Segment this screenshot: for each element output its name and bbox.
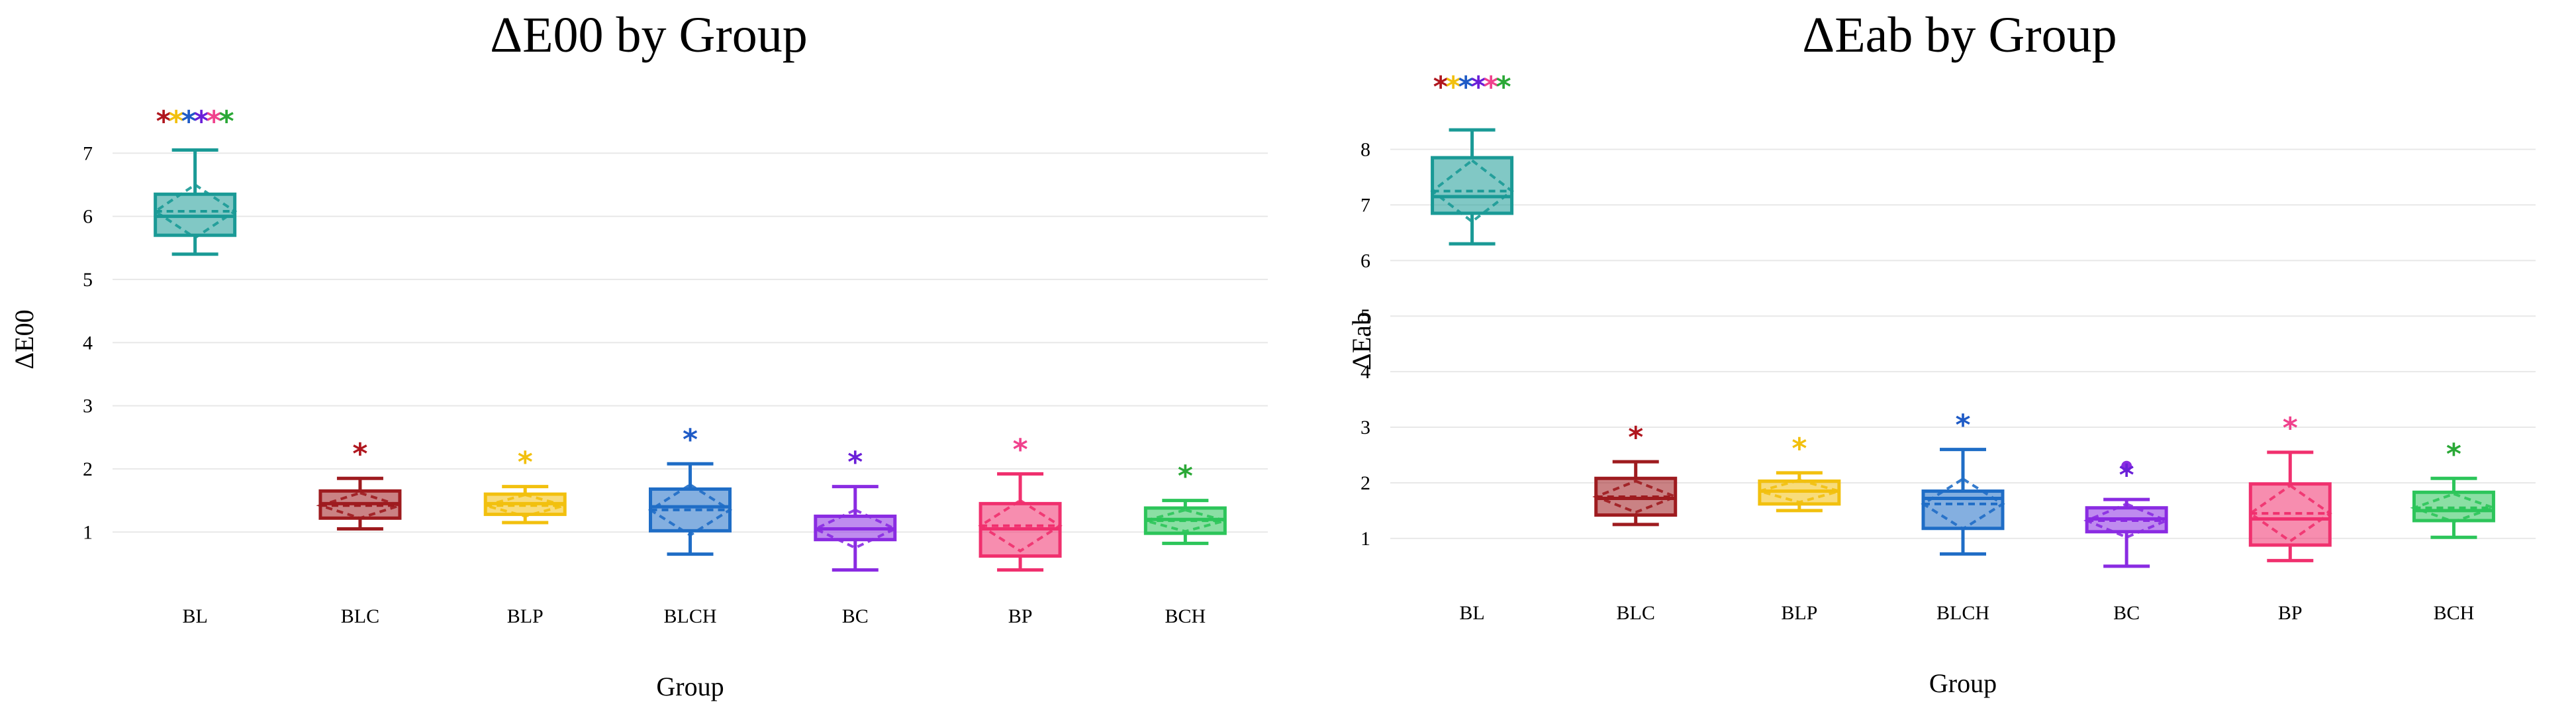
x-tick-label: BCH <box>2434 602 2475 624</box>
x-tick-label: BLC <box>341 605 379 627</box>
y-tick-label: 7 <box>1360 194 1370 216</box>
significance-star: * <box>2283 411 2298 445</box>
significance-star: * <box>1791 432 1807 466</box>
y-tick-label: 2 <box>83 458 93 480</box>
significance-star: * <box>1433 70 1449 104</box>
y-tick-label: 4 <box>83 332 93 354</box>
box-bl: ****** <box>1430 70 1514 246</box>
mean-sd-diamond <box>1592 480 1680 514</box>
box-bch: * <box>1140 460 1231 545</box>
x-tick-label: BC <box>2113 602 2140 624</box>
y-tick-label: 1 <box>1360 528 1370 550</box>
significance-star: * <box>1471 70 1486 104</box>
box-bp: * <box>978 433 1063 572</box>
significance-star: * <box>1458 70 1474 104</box>
significance-star: * <box>352 437 367 471</box>
significance-star: * <box>194 105 209 138</box>
significance-star: * <box>1628 421 1643 454</box>
box-blc: * <box>316 437 405 531</box>
mean-sd-diamond <box>316 491 405 520</box>
x-tick-label: BL <box>1459 602 1484 624</box>
box-bch: * <box>2410 437 2498 539</box>
y-tick-label: 3 <box>1360 417 1370 438</box>
mean-sd-diamond <box>1754 478 1844 504</box>
significance-star: * <box>1496 70 1511 104</box>
y-tick-label: 7 <box>83 142 93 164</box>
chart-panel-delta-e00: ΔE00 by Group ΔE00 Group 1 2 3 4 5 6 7 BL BLC BLP BLC… <box>9 7 1268 701</box>
significance-star: * <box>207 105 222 138</box>
chart-panel-delta-eab: ΔEab by Group ΔEab Group 1 2 3 4 5 6 7 8 BL BLC BLP BL… <box>1347 7 2536 698</box>
significance-star: * <box>219 105 234 138</box>
box-bc: * <box>812 446 898 572</box>
y-tick-label: 5 <box>83 269 93 291</box>
significance-star: * <box>2446 437 2461 471</box>
outlier-point <box>2121 460 2132 472</box>
significance-star: * <box>1955 409 1970 442</box>
chart-title: ΔE00 by Group <box>490 7 808 63</box>
chart-title: ΔEab by Group <box>1802 7 2117 63</box>
x-tick-label: BLP <box>1781 602 1817 624</box>
box-bl: ****** <box>153 105 238 256</box>
significance-star: * <box>847 446 863 480</box>
significance-star: * <box>518 446 533 480</box>
y-axis-label: ΔE00 <box>9 309 39 369</box>
box-bc: * <box>2083 458 2170 568</box>
box-blch: * <box>647 423 733 556</box>
mean-sd-diamond <box>978 499 1063 553</box>
x-tick-label: BP <box>2278 602 2303 624</box>
y-tick-label: 8 <box>1360 139 1370 161</box>
y-tick-label: 6 <box>1360 250 1370 272</box>
y-tick-label: 6 <box>83 206 93 228</box>
mean-sd-diamond <box>480 493 570 518</box>
significance-star: * <box>1013 433 1028 467</box>
x-tick-label: BP <box>1008 605 1033 627</box>
box-blch: * <box>1921 409 2005 556</box>
x-tick-label: BLC <box>1617 602 1655 624</box>
x-axis-label: Group <box>656 672 724 701</box>
y-tick-label: 1 <box>83 521 93 543</box>
y-tick-label: 2 <box>1360 472 1370 494</box>
x-tick-label: BLCH <box>663 605 716 627</box>
y-tick-label: 3 <box>83 395 93 417</box>
x-tick-label: BC <box>842 605 869 627</box>
significance-star: * <box>2119 458 2134 492</box>
mean-sd-diamond <box>647 483 733 537</box>
significance-star: * <box>156 105 171 138</box>
mean-sd-diamond <box>2410 492 2498 523</box>
x-tick-label: BCH <box>1165 605 1206 627</box>
x-axis-label: Group <box>1929 668 1997 698</box>
mean-sd-diamond <box>2248 484 2332 543</box>
mean-sd-diamond <box>1140 508 1231 533</box>
significance-star: * <box>181 105 197 138</box>
iqr-box <box>1431 156 1514 215</box>
mean-sd-diamond <box>1921 477 2005 531</box>
box-bp: * <box>2248 411 2332 562</box>
box-blp: * <box>1754 432 1844 513</box>
significance-star: * <box>1178 460 1193 493</box>
y-tick-label: 4 <box>1360 361 1370 383</box>
box-blc: * <box>1592 421 1680 527</box>
y-axis-label: ΔEab <box>1347 312 1376 370</box>
box-blp: * <box>480 446 570 525</box>
x-tick-label: BL <box>182 605 207 627</box>
x-tick-label: BLP <box>507 605 544 627</box>
iqr-box <box>2412 490 2495 523</box>
y-tick-label: 5 <box>1360 305 1370 327</box>
significance-star: * <box>683 423 698 456</box>
mean-sd-diamond <box>812 508 898 550</box>
significance-star: * <box>1446 70 1461 104</box>
mean-sd-diamond <box>2083 502 2170 539</box>
mean-sd-diamond <box>153 183 238 240</box>
significance-star: * <box>1484 70 1499 104</box>
significance-star: * <box>169 105 184 138</box>
x-tick-label: BLCH <box>1936 602 1989 624</box>
